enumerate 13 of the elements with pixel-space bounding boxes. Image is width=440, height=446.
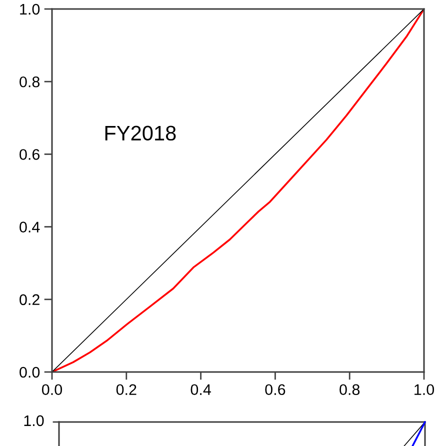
annotation: FY2018	[105, 126, 176, 141]
x-tick-label: 1.0	[414, 384, 434, 396]
y-tick-label: 0.6	[20, 149, 40, 160]
y-tick-label: 0.4	[20, 222, 40, 232]
x-tick-label: 0.2	[116, 384, 136, 396]
x-tick-label: 0.6	[265, 384, 286, 396]
x-tick-label: 0.0	[42, 384, 62, 396]
y-tick-label: 1.0	[20, 4, 40, 15]
x-tick-label: 0.8	[340, 384, 360, 396]
y-tick-label: 0.2	[20, 294, 40, 306]
x-tick-label: 0.4	[190, 384, 211, 396]
y-tick-label: 0.8	[20, 76, 40, 88]
y-tick-label: 0.0	[20, 366, 40, 378]
